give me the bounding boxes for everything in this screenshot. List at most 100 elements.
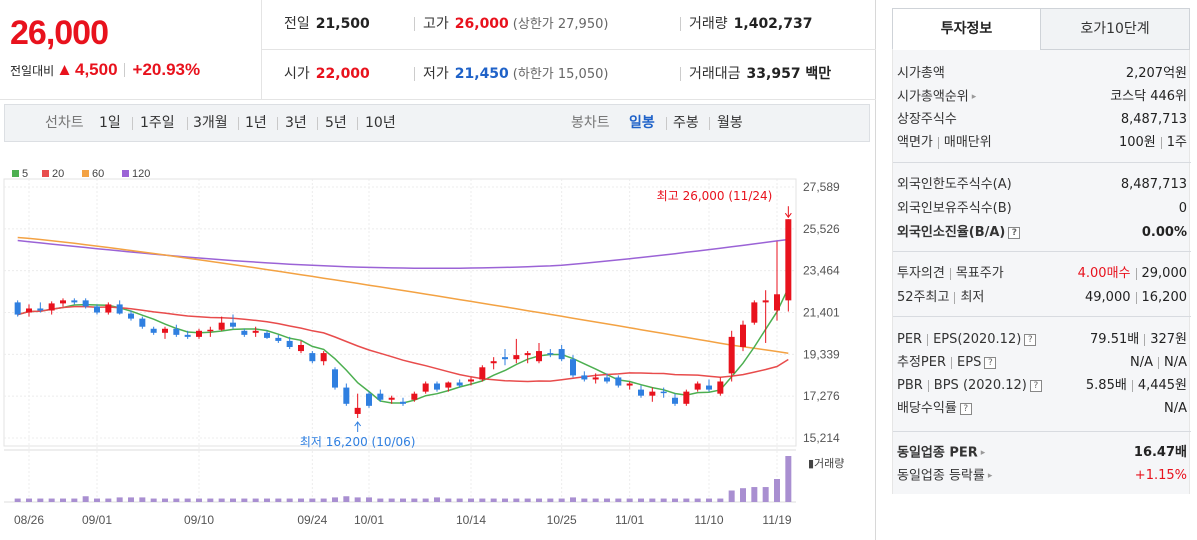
volume-bar <box>14 498 21 502</box>
divider <box>893 162 1191 163</box>
candle-body <box>252 330 259 333</box>
low-annotation: 최저 16,200 (10/06) <box>300 435 416 449</box>
volume-bar <box>706 498 712 502</box>
row-market-cap-rank[interactable]: 시가총액순위 ▸ 코스닥 446위 <box>893 86 1191 108</box>
volume-bar <box>728 490 735 502</box>
candle-body <box>377 393 384 400</box>
candle-body <box>762 300 769 303</box>
chevron-right-icon: ▸ <box>987 471 993 481</box>
legend-label: 60 <box>92 168 104 180</box>
high-annotation: 최고 26,000 (11/24) <box>657 189 773 203</box>
row-forward-per: 추정PER EPS? N/A N/A <box>897 355 1187 370</box>
candle-body <box>400 401 406 404</box>
period-10y[interactable]: 10년 <box>365 115 396 131</box>
change-amount: 4,500 <box>75 60 118 79</box>
low-price: 저가 21,450 (하한가 15,050) <box>414 50 608 100</box>
candle-monthly[interactable]: 월봉 <box>717 115 743 131</box>
trade-amount: 거래대금 33,957 백만 <box>680 50 831 100</box>
period-5y[interactable]: 5년 <box>325 115 347 131</box>
candle-body <box>672 397 678 404</box>
price-summary: 전일 21,500 고가 26,000 (상한가 27,950) 거래량 1,402,7… <box>262 0 876 100</box>
volume-bar <box>275 498 282 502</box>
candle-body <box>241 330 248 335</box>
tab-investment-info[interactable]: 투자정보 <box>892 8 1041 50</box>
volume-bar <box>524 498 531 502</box>
candle-weekly[interactable]: 주봉 <box>673 115 699 131</box>
candle-body <box>660 391 667 394</box>
divider <box>893 431 1191 432</box>
legend-swatch <box>122 170 129 177</box>
divider <box>893 251 1191 252</box>
help-icon[interactable]: ? <box>959 402 972 415</box>
candle-body <box>490 361 497 364</box>
volume-bar <box>694 498 701 502</box>
volume-bar <box>558 498 565 502</box>
high-marker-arrowhead <box>784 212 792 219</box>
volume-bar <box>105 498 112 502</box>
period-3y[interactable]: 3년 <box>285 115 307 131</box>
candle-body <box>82 300 89 307</box>
candle-body <box>26 308 32 313</box>
candle-body <box>309 353 316 362</box>
help-icon[interactable]: ? <box>1029 379 1042 392</box>
legend-swatch <box>82 170 89 177</box>
candle-body <box>728 336 735 374</box>
candle-body <box>71 300 78 303</box>
candle-body <box>740 324 746 348</box>
candle-body <box>388 397 395 400</box>
volume-bar <box>264 498 270 502</box>
row-sector-per[interactable]: 동일업종 PER ▸ 16.47배 <box>893 442 1191 464</box>
volume-bar <box>660 498 667 502</box>
period-1d[interactable]: 1일 <box>99 115 121 131</box>
row-sector-rate[interactable]: 동일업종 등락률 ▸ +1.15% <box>893 465 1191 487</box>
help-icon[interactable]: ? <box>1024 333 1037 346</box>
volume-bar <box>683 498 690 502</box>
tab-orderbook[interactable]: 호가10단계 <box>1040 8 1190 50</box>
row-52w: 52주최고 최저 49,000 16,200 <box>897 290 1187 305</box>
candle-daily[interactable]: 일봉 <box>629 115 655 131</box>
current-price: 26,000 <box>10 14 109 52</box>
period-1y[interactable]: 1년 <box>245 115 267 131</box>
price-change: 전일대비 ▲ 4,500 +20.93% <box>10 60 200 80</box>
volume-bar <box>162 498 168 502</box>
y-tick-label: 17,276 <box>803 389 840 403</box>
volume-bar <box>751 487 758 502</box>
period-1w[interactable]: 1주일 <box>140 115 175 131</box>
volume-bar <box>536 498 542 502</box>
ma20-line <box>17 305 789 383</box>
volume-bar <box>332 497 338 502</box>
candle-body <box>218 322 225 330</box>
summary-row: 전일 21,500 고가 26,000 (상한가 27,950) 거래량 1,402,7… <box>262 0 876 50</box>
help-icon[interactable]: ? <box>1008 226 1021 239</box>
row-dividend: 배당수익률? N/A <box>897 401 1187 416</box>
investment-info-panel: 투자정보 호가10단계 시가총액 2,207억원 시가총액순위 ▸ 코스닥 446… <box>876 0 1197 540</box>
line-chart-label[interactable]: 선차트 <box>45 115 84 131</box>
volume-bar <box>490 498 497 502</box>
volume-bar <box>581 498 588 502</box>
volume-bar <box>604 498 610 502</box>
candle-body <box>264 332 270 338</box>
help-icon[interactable]: ? <box>984 356 997 369</box>
volume-bar <box>377 498 384 502</box>
volume-bar <box>207 498 214 502</box>
divider <box>123 63 125 77</box>
candle-chart-label[interactable]: 봉차트 <box>571 115 610 131</box>
volume-bar <box>184 498 191 502</box>
row-foreign-limit: 외국인한도주식수(A) 8,487,713 <box>897 177 1187 192</box>
legend-label: 20 <box>52 168 64 180</box>
volume-bar <box>479 498 486 502</box>
candle-body <box>694 383 701 390</box>
candle-body <box>592 377 599 380</box>
volume-bar <box>468 498 474 502</box>
volume-bar <box>400 498 406 502</box>
summary-row: 시가 22,000 저가 21,450 (하한가 15,050) 거래대금 33,957… <box>262 50 876 100</box>
candle-body <box>785 219 792 301</box>
period-3m[interactable]: 3개월 <box>193 115 228 131</box>
current-price-box: 26,000 전일대비 ▲ 4,500 +20.93% <box>0 0 262 100</box>
row-foreign-holding: 외국인보유주식수(B) 0 <box>897 201 1187 216</box>
volume-bar <box>762 487 769 502</box>
volume-bar <box>139 497 146 502</box>
prev-close: 전일 21,500 <box>284 16 370 32</box>
candle-body <box>456 382 463 386</box>
x-tick-label: 09/10 <box>184 513 214 527</box>
